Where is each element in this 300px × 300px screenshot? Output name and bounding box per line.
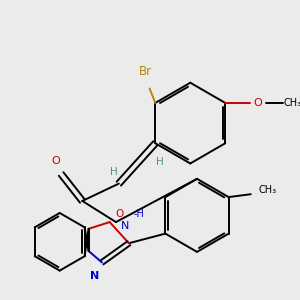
Text: O: O	[51, 156, 60, 166]
Text: CH₃: CH₃	[284, 98, 300, 108]
Text: N: N	[122, 221, 130, 231]
Text: O: O	[115, 209, 123, 219]
Text: N: N	[90, 271, 99, 281]
Text: -H: -H	[134, 209, 144, 219]
Text: Br: Br	[139, 65, 152, 78]
Text: O: O	[254, 98, 262, 108]
Text: H: H	[110, 167, 118, 177]
Text: CH₃: CH₃	[258, 185, 276, 195]
Text: H: H	[156, 158, 164, 167]
